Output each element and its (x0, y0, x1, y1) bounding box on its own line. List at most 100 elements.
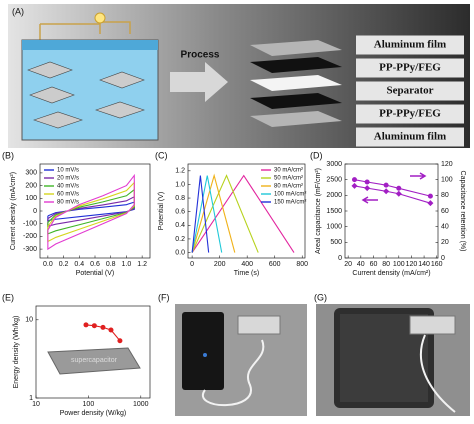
x-tick-label: 1.2 (137, 261, 147, 268)
x-tick-label: 1.0 (122, 261, 132, 268)
panel-label: (F) (158, 292, 170, 302)
series-line (191, 175, 210, 253)
y2-tick-label: 120 (441, 161, 453, 168)
layer-label: Aluminum film (374, 39, 446, 51)
panel-label: (C) (155, 150, 168, 160)
device-text: supercapacitor (71, 357, 118, 364)
axis-arrow (410, 172, 427, 180)
marker (396, 185, 402, 191)
legend-label: 50 mA/cm² (274, 176, 303, 182)
marker (427, 193, 433, 199)
series-line (47, 201, 135, 222)
y-tick-label: 1 (29, 395, 33, 402)
y-tick-label: 0.2 (175, 236, 185, 243)
layer-box (356, 58, 464, 78)
y-tick-label: 500 (330, 239, 342, 246)
layer-label: Separator (386, 85, 433, 97)
plot-frame (35, 305, 151, 399)
series-line (191, 173, 236, 253)
x-tick-label: 140 (418, 261, 430, 268)
panel-label: (G) (314, 292, 327, 302)
layer-label: PP-PPy/FEG (379, 62, 441, 74)
marker (351, 182, 358, 189)
marker (383, 188, 390, 195)
panel-label: (E) (2, 292, 14, 302)
legend-label: 40 mV/s (57, 184, 79, 190)
x-tick-label: 0.2 (59, 261, 69, 268)
x-tick-label: 100 (83, 401, 95, 408)
series-line (191, 174, 259, 253)
marker (100, 324, 106, 330)
y-tick-label: 1000 (326, 224, 342, 231)
x-tick-label: 60 (370, 261, 378, 268)
x-tick-label: 0.8 (106, 261, 116, 268)
indicator (203, 353, 207, 357)
x-axis-title: Power density (W/kg) (60, 410, 127, 417)
x-tick-label: 120 (406, 261, 418, 268)
x-tick-label: 400 (241, 261, 253, 268)
process-label: Process (181, 50, 220, 61)
y-tick-label: -200 (23, 233, 37, 240)
y2-tick-label: 60 (441, 208, 449, 215)
x-tick-label: 160 (431, 261, 443, 268)
x-tick-label: 800 (296, 261, 308, 268)
marker (364, 179, 370, 185)
y-tick-label: 1.0 (175, 181, 185, 188)
x-tick-label: 0 (190, 261, 194, 268)
device (409, 315, 456, 335)
plot-frame (344, 163, 439, 259)
marker (91, 323, 97, 329)
cable (201, 339, 265, 407)
layer-stack (250, 40, 342, 127)
x-tick-label: 100 (393, 261, 405, 268)
x-tick-label: 1000 (133, 401, 149, 408)
bulb (94, 12, 106, 24)
series-line (47, 195, 135, 227)
cable (419, 334, 456, 413)
y-tick-label: 1.2 (175, 168, 185, 175)
y-tick-label: 2500 (326, 177, 342, 184)
x-tick-label: 80 (382, 261, 390, 268)
x-axis-title: Potential (V) (76, 270, 115, 277)
x-tick-label: 0.0 (43, 261, 53, 268)
series-line (191, 175, 223, 253)
y-tick-label: 2000 (326, 192, 342, 199)
marker (108, 327, 114, 333)
axis-arrow (361, 196, 378, 204)
y-tick-label: 0.8 (175, 195, 185, 202)
y-tick-label: 0.0 (175, 249, 185, 256)
y2-tick-label: 40 (441, 224, 449, 231)
y2-tick-label: 20 (441, 239, 449, 246)
y-tick-label: 300 (25, 170, 37, 177)
layer-box (356, 127, 464, 147)
electrodes (27, 61, 145, 129)
x-tick-label: 20 (344, 261, 352, 268)
x-tick-label: 40 (357, 261, 365, 268)
marker (383, 182, 389, 188)
legend-label: 150 mA/cm² (274, 200, 306, 206)
marker (351, 177, 357, 183)
panel-label: (D) (310, 150, 323, 160)
electrolyte-surface (22, 40, 158, 50)
y-tick-label: 0.6 (175, 209, 185, 216)
y-axis-title: Current density (mA/cm²) (10, 172, 17, 250)
layer-box (356, 35, 464, 55)
legend-label: 80 mV/s (57, 200, 79, 206)
y-tick-label: 0.4 (175, 222, 185, 229)
x-tick-label: 0.6 (90, 261, 100, 268)
legend-label: 30 mA/cm² (274, 168, 303, 174)
panel-label: (A) (12, 6, 24, 16)
x-axis-title: Current density (mA/cm²) (352, 270, 430, 277)
x-tick-label: 0.4 (74, 261, 84, 268)
wire (40, 23, 101, 34)
series-line (47, 181, 135, 243)
x-axis-title: Time (s) (234, 270, 259, 277)
layer-box (356, 81, 464, 101)
y-tick-label: 200 (25, 182, 37, 189)
y-axis-title: Energy density (Wh/kg) (13, 316, 20, 389)
y-axis-title: Potential (V) (158, 192, 165, 231)
x-tick-label: 600 (269, 261, 281, 268)
power-bank (182, 312, 224, 390)
process-arrow (170, 62, 228, 102)
